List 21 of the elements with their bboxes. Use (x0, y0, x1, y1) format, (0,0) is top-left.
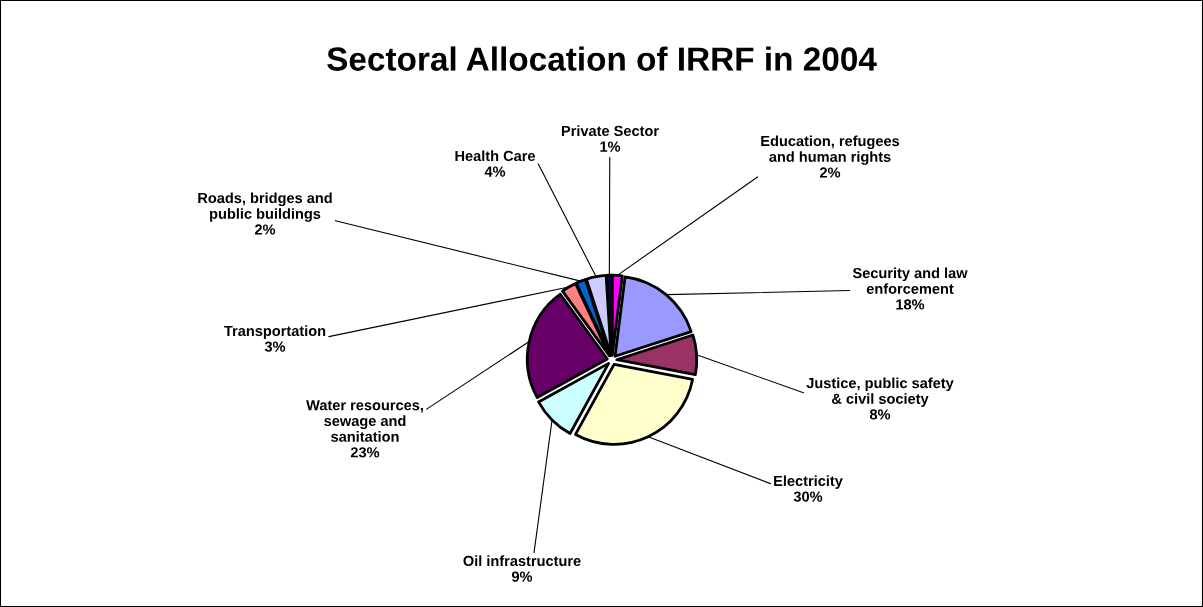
slice-label: Security and law enforcement (852, 267, 968, 294)
slice-label: Health Care (455, 150, 536, 162)
slice-label: Private Sector (561, 125, 659, 137)
data-label: 9% (511, 571, 533, 582)
slice-label: Education, refugees and human rights (761, 135, 900, 165)
data-label: 2% (254, 224, 276, 235)
slice-label: Roads, bridges and public buildings (198, 192, 332, 222)
data-label: 23% (350, 447, 380, 458)
chart-title: Sectoral Allocation of IRRF in 2004 (327, 46, 877, 71)
data-label: 3% (264, 341, 286, 352)
data-label: 2% (819, 167, 841, 178)
slice-label: Water resources, sewage and sanitation (306, 400, 423, 442)
data-label: 30% (793, 491, 823, 502)
data-label: 1% (600, 141, 621, 152)
slice-label: Transportation (224, 325, 326, 339)
slice-label: Justice, public safety & civil society (806, 377, 954, 407)
slice-label: Oil infrastructure (463, 555, 581, 567)
data-label: 8% (869, 409, 891, 420)
data-label: 4% (484, 166, 506, 177)
data-label: 18% (896, 299, 925, 310)
slice-label: Electricity (774, 475, 843, 489)
